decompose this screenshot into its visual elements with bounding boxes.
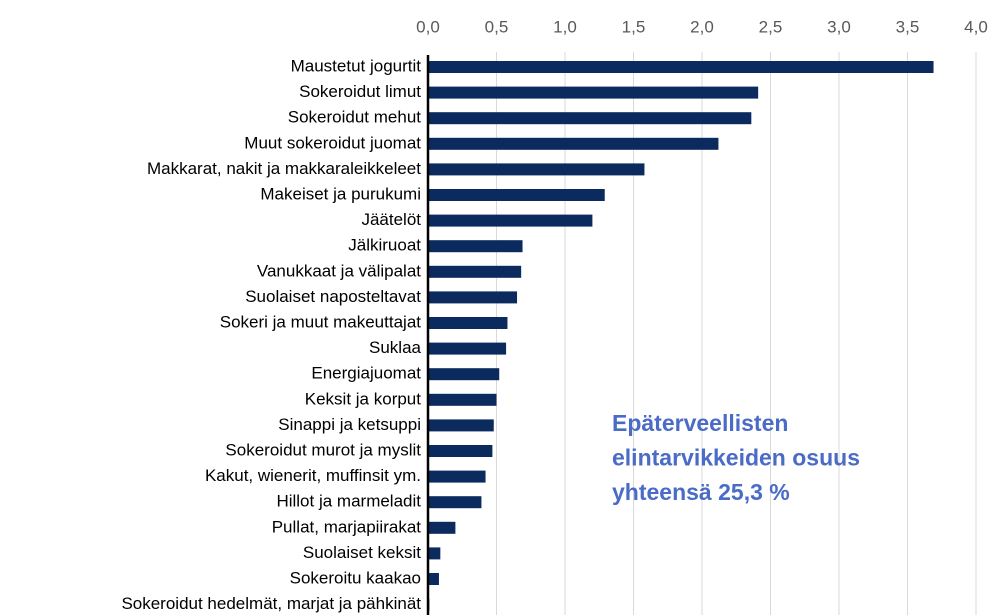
category-label: Vanukkaat ja välipalat — [257, 261, 421, 280]
x-tick-label: 3,5 — [896, 17, 920, 36]
x-tick-label: 2,5 — [759, 17, 783, 36]
bar — [428, 189, 605, 201]
category-label: Jälkiruoat — [348, 236, 421, 255]
annotation: Epäterveellisten — [612, 410, 788, 436]
x-tick-label: 0,0 — [416, 17, 440, 36]
bar — [428, 86, 759, 99]
bar — [428, 137, 719, 150]
category-label: Sokeroidut murot ja myslit — [225, 440, 421, 459]
category-label: Jäätelöt — [361, 210, 421, 229]
bar — [428, 470, 486, 483]
bar — [428, 317, 508, 329]
bar — [428, 573, 439, 585]
category-label: Sokeri ja muut makeuttajat — [220, 312, 422, 331]
category-label: Suklaa — [369, 338, 422, 357]
category-label: Sokeroitu kaakao — [290, 568, 421, 587]
bar — [428, 419, 494, 432]
bar — [428, 214, 593, 227]
bar — [428, 61, 934, 73]
category-label: Suolaiset keksit — [303, 543, 421, 562]
annotation: elintarvikkeiden osuus — [612, 445, 860, 471]
bar — [428, 163, 645, 176]
category-label: Pullat, marjapiirakat — [272, 517, 422, 536]
category-label: Kakut, wienerit, muffinsit ym. — [205, 466, 421, 485]
x-tick-label: 4,0 — [964, 17, 988, 36]
bar — [428, 496, 482, 509]
bar — [428, 521, 456, 534]
category-label: Keksit ja korput — [305, 389, 421, 408]
category-label: Makkarat, nakit ja makkaraleikkeleet — [147, 159, 421, 178]
category-label: Energiajuomat — [311, 364, 421, 383]
category-label: Sinappi ja ketsuppi — [278, 415, 421, 434]
bar — [428, 445, 493, 457]
category-label: Sokeroidut mehut — [288, 108, 422, 127]
category-label: Suolaiset naposteltavat — [245, 287, 421, 306]
bar — [428, 265, 522, 278]
bar — [428, 342, 507, 355]
bar — [428, 368, 500, 381]
category-label: Sokeroidut hedelmät, marjat ja pähkinät — [121, 594, 421, 613]
x-tick-label: 0,5 — [485, 17, 509, 36]
bar — [428, 240, 523, 253]
category-label: Muut sokeroidut juomat — [244, 133, 421, 152]
x-tick-label: 3,0 — [827, 17, 851, 36]
category-label: Hillot ja marmeladit — [276, 492, 421, 511]
bar — [428, 393, 497, 406]
category-label: Maustetut jogurtit — [291, 56, 422, 75]
x-tick-label: 1,5 — [622, 17, 646, 36]
bar — [428, 291, 518, 304]
category-label: Makeiset ja purukumi — [260, 184, 421, 203]
annotation: yhteensä 25,3 % — [612, 479, 790, 505]
category-label: Sokeroidut limut — [299, 82, 421, 101]
bar — [428, 112, 752, 125]
x-tick-label: 1,0 — [553, 17, 577, 36]
bar — [428, 547, 441, 560]
x-tick-label: 2,0 — [690, 17, 714, 36]
